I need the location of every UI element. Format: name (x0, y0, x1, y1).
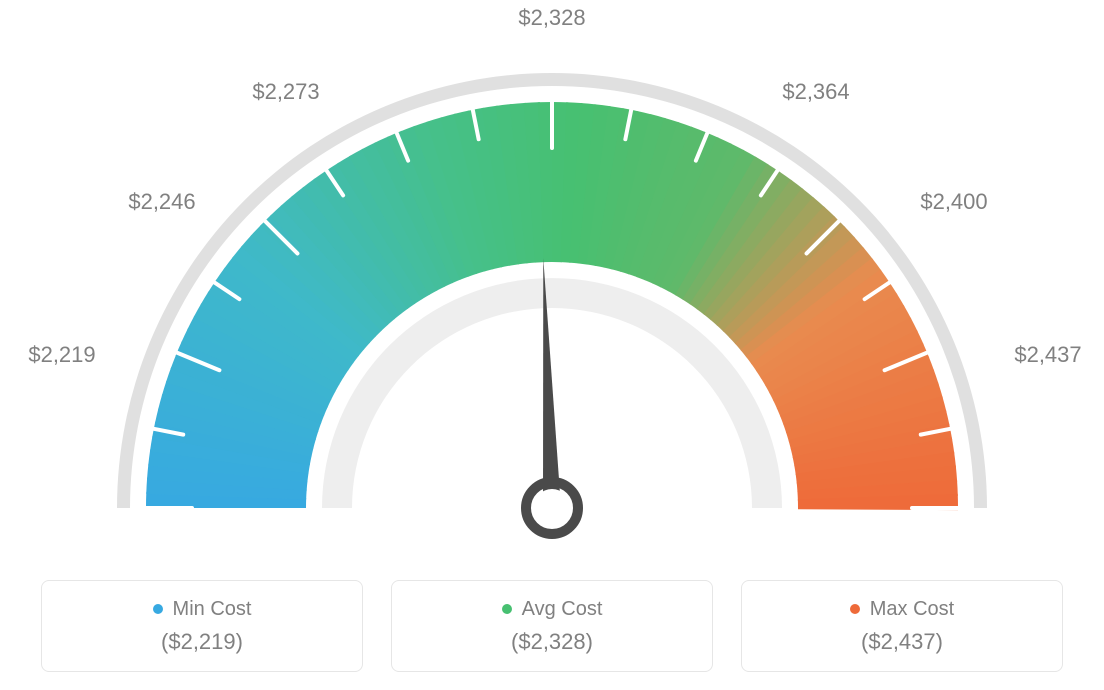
gauge-tick-label: $2,364 (782, 79, 849, 105)
gauge-chart: $2,219 $2,246 $2,273 $2,328 $2,364 $2,400 $2,4… (0, 0, 1104, 560)
min-cost-label: Min Cost (173, 598, 252, 621)
max-cost-card: Max Cost ($2,437) (741, 580, 1063, 672)
avg-cost-value: ($2,328) (511, 629, 593, 655)
gauge-tick-label: $2,273 (252, 79, 319, 105)
gauge-tick-label: $2,437 (1014, 342, 1081, 368)
gauge-tick-label: $2,400 (920, 189, 987, 215)
avg-cost-label: Avg Cost (522, 598, 603, 621)
max-cost-label: Max Cost (870, 598, 954, 621)
max-dot-icon (850, 604, 860, 614)
min-cost-card: Min Cost ($2,219) (41, 580, 363, 672)
gauge-tick-label: $2,219 (28, 342, 95, 368)
max-cost-label-row: Max Cost (850, 598, 954, 621)
min-cost-label-row: Min Cost (153, 598, 252, 621)
min-dot-icon (153, 604, 163, 614)
avg-cost-label-row: Avg Cost (502, 598, 603, 621)
gauge-tick-label: $2,328 (518, 5, 585, 31)
legend-cards: Min Cost ($2,219) Avg Cost ($2,328) Max … (0, 580, 1104, 672)
cost-gauge-widget: $2,219 $2,246 $2,273 $2,328 $2,364 $2,400 $2,4… (0, 0, 1104, 690)
min-cost-value: ($2,219) (161, 629, 243, 655)
max-cost-value: ($2,437) (861, 629, 943, 655)
gauge-svg (0, 0, 1104, 560)
avg-dot-icon (502, 604, 512, 614)
avg-cost-card: Avg Cost ($2,328) (391, 580, 713, 672)
gauge-tick-label: $2,246 (128, 189, 195, 215)
